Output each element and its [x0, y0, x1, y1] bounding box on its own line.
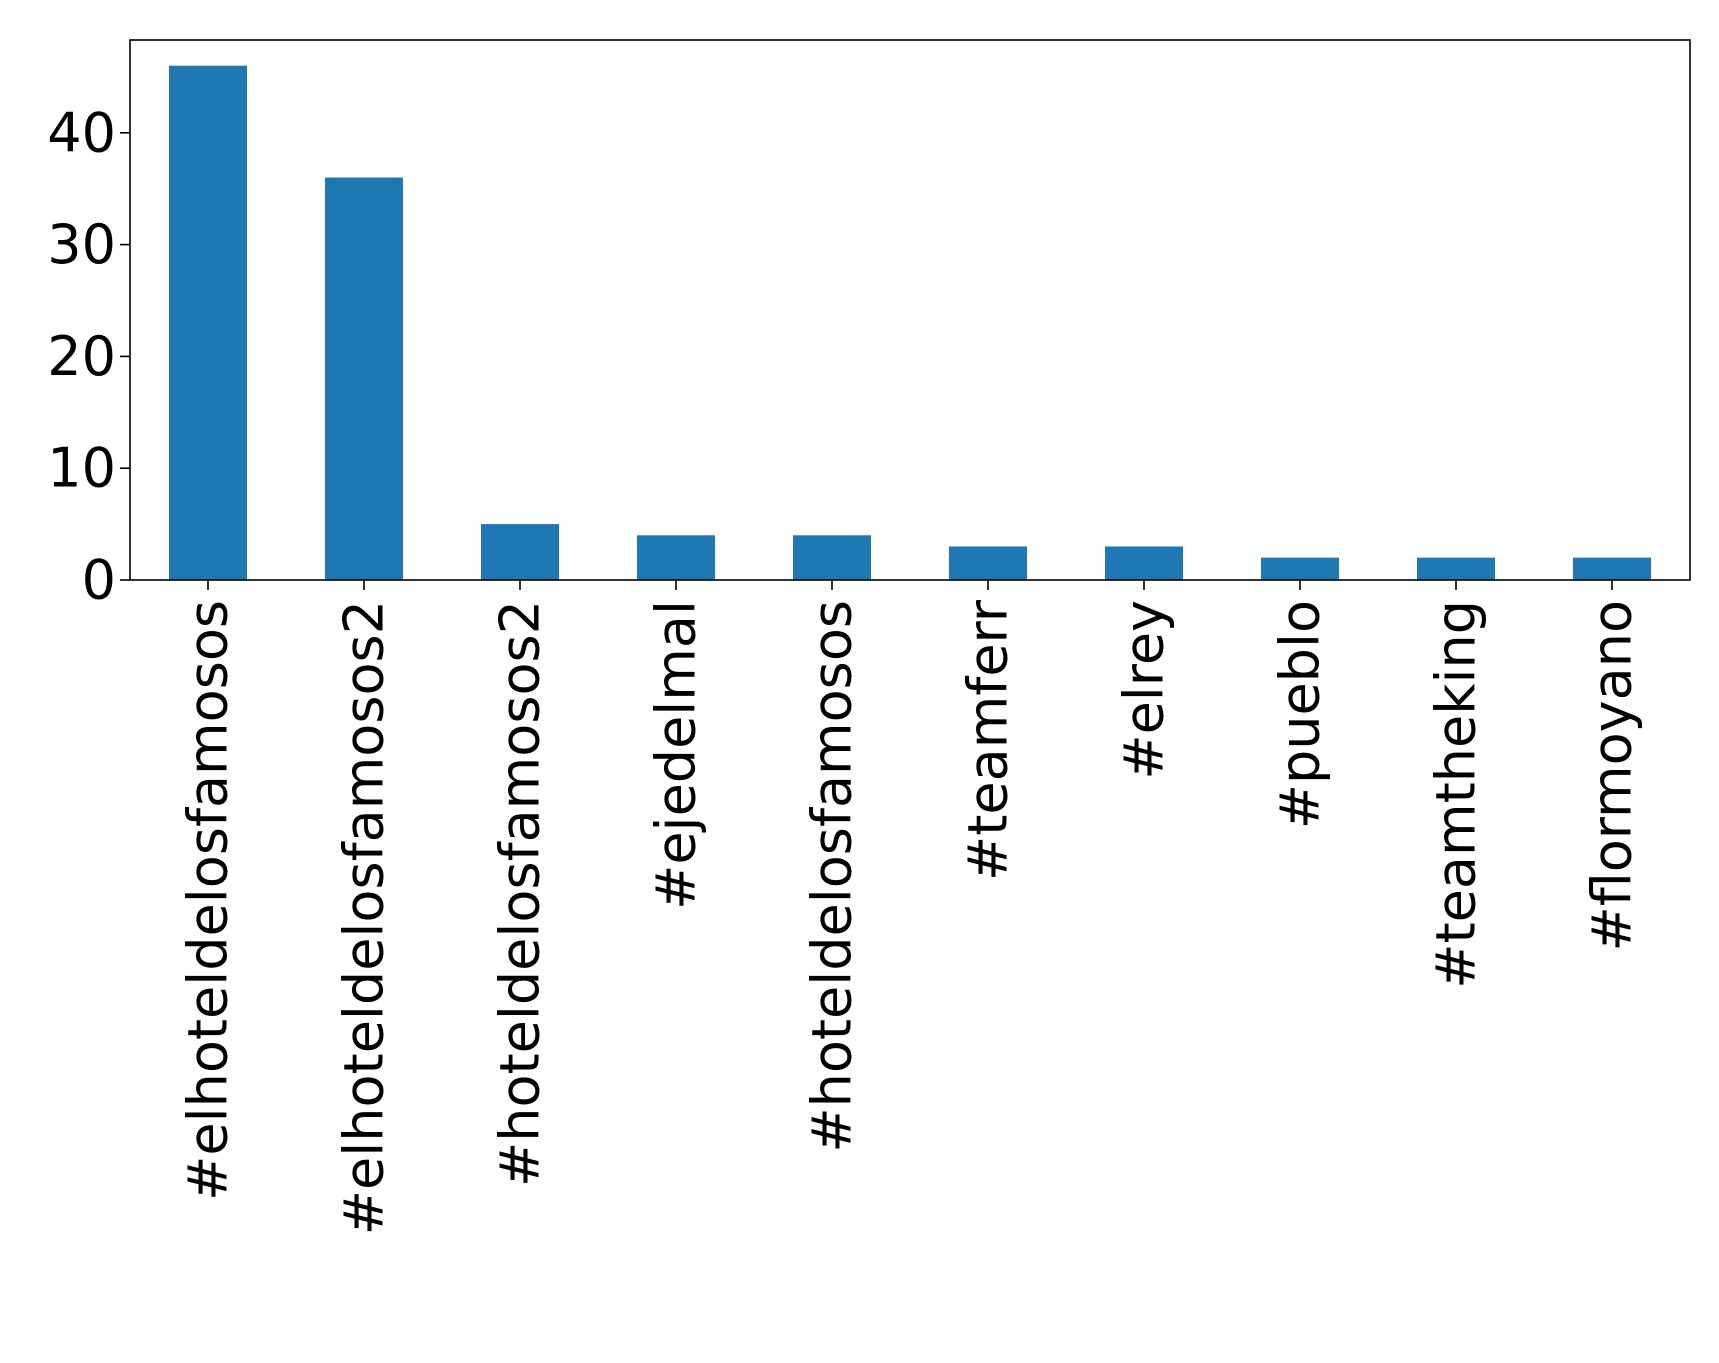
- y-axis: 0 10 20 30 40: [47, 101, 130, 612]
- x-tick-label-1: #elhoteldelosfamosos2: [333, 600, 396, 1235]
- plot-frame: [129, 39, 1691, 581]
- x-axis: #elhoteldelosfamosos #elhoteldelosfamosos…: [177, 580, 1644, 1235]
- bar-4: [793, 535, 871, 580]
- bar-0: [169, 65, 247, 580]
- x-tick-label-7: #pueblo: [1269, 600, 1332, 829]
- x-tick-label-6: #elrey: [1113, 600, 1176, 780]
- y-tick-label-0: 0: [82, 549, 116, 612]
- bar-2: [481, 524, 559, 580]
- bars-group: [169, 65, 1651, 580]
- bar-3: [637, 535, 715, 580]
- bar-9: [1573, 557, 1651, 580]
- x-tick-label-9: #flormoyano: [1581, 600, 1644, 952]
- x-tick-label-0: #elhoteldelosfamosos: [177, 600, 240, 1201]
- y-tick-label-4: 40: [47, 101, 116, 164]
- bar-5: [949, 546, 1027, 580]
- bar-6: [1105, 546, 1183, 580]
- bar-8: [1417, 557, 1495, 580]
- x-tick-label-5: #teamferr: [957, 599, 1020, 881]
- bar-7: [1261, 557, 1339, 580]
- x-tick-label-2: #hoteldelosfamosos2: [489, 600, 552, 1187]
- y-tick-label-2: 20: [47, 325, 116, 388]
- y-tick-label-3: 30: [47, 213, 116, 276]
- bar-1: [325, 177, 403, 580]
- x-tick-label-4: #hoteldelosfamosos: [801, 600, 864, 1153]
- x-tick-label-3: #ejedelmal: [645, 600, 708, 910]
- x-tick-label-8: #teamtheking: [1425, 600, 1488, 989]
- y-tick-label-1: 10: [47, 437, 116, 500]
